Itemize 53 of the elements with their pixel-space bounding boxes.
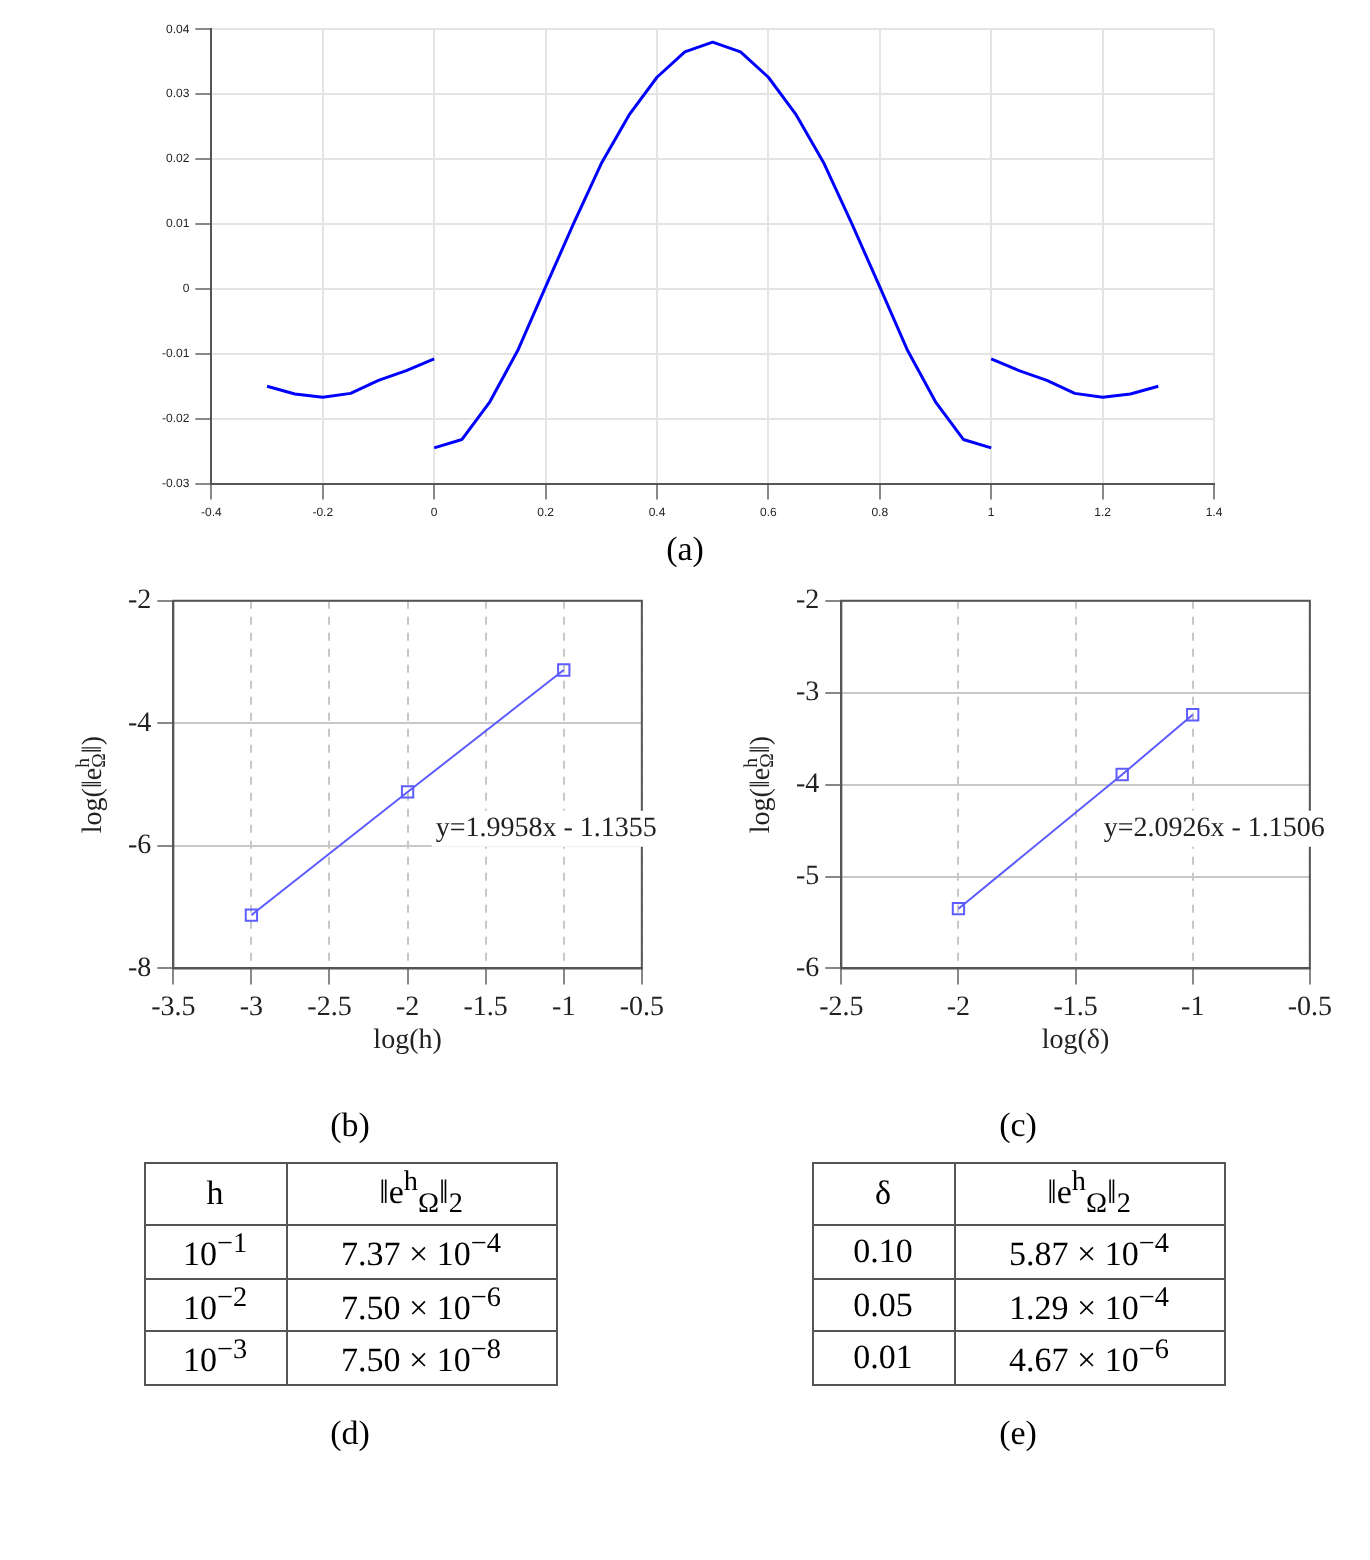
y-tick-label: -8 [127, 953, 152, 984]
x-tick-label: -0.5 [1287, 992, 1333, 1023]
point [1115, 767, 1129, 782]
text: (c) [997, 1106, 1039, 1146]
text: δ [812, 1163, 954, 1226]
x-tick-label: -2 [395, 992, 420, 1023]
y-tick-label: -4 [795, 769, 820, 800]
point [400, 785, 415, 799]
text: 10$^{−3}$ [144, 1331, 286, 1386]
text: ‖e$^{h}$$_{Ω}$‖$_{2}$ [954, 1163, 1224, 1226]
text: 10$^{−1}$ [144, 1225, 286, 1279]
point [951, 902, 966, 916]
text: 7.37 × 10$^{−4}$ [286, 1225, 556, 1279]
x-axis-title: log(δ) [1041, 1025, 1111, 1056]
text: ‖e$^{h}$$_{Ω}$‖$_{2}$ [286, 1163, 556, 1226]
text: (b) [328, 1106, 372, 1146]
y-axis-title: log(‖ehΩ‖) [740, 735, 780, 834]
text: (e) [997, 1414, 1039, 1455]
text: 0.05 [812, 1278, 954, 1332]
x-tick-label: -0.5 [619, 992, 665, 1023]
y-tick-label: -4 [127, 708, 152, 739]
x-tick-label: -1 [1181, 992, 1205, 1023]
x-tick-label: -2.5 [307, 992, 352, 1023]
text: h [144, 1163, 286, 1226]
text: (d) [328, 1414, 372, 1455]
annotation: y=1.9958x - 1.1355 [435, 814, 657, 845]
text: 7.50 × 10$^{−6}$ [286, 1278, 556, 1332]
x-axis-title: log(h) [373, 1025, 443, 1056]
y-tick-label: -5 [795, 861, 820, 892]
y-tick-label: -2 [795, 586, 820, 617]
annotation: y=2.0926x - 1.1506 [1103, 814, 1325, 845]
text: 0.10 [812, 1225, 954, 1279]
y-axis-title: log(‖ehΩ‖) [72, 735, 112, 834]
x-tick-label: -2 [946, 992, 971, 1023]
x-tick-label: -3 [239, 992, 264, 1023]
x-tick-label: -3.5 [151, 992, 196, 1023]
text: 1.29 × 10$^{−4}$ [954, 1278, 1224, 1332]
y-tick-label: -2 [127, 586, 152, 617]
text: 4.67 × 10$^{−6}$ [954, 1331, 1224, 1386]
text: (a) [664, 530, 706, 570]
x-tick-label: -1.5 [463, 992, 508, 1023]
point [1186, 708, 1200, 722]
x-tick-label: -1 [552, 992, 576, 1023]
text: 7.50 × 10$^{−8}$ [286, 1331, 556, 1386]
point [244, 908, 259, 922]
y-tick-label: -6 [795, 953, 820, 984]
y-tick-label: -6 [127, 831, 152, 862]
x-tick-label: -1.5 [1053, 992, 1098, 1023]
text: 5.87 × 10$^{−4}$ [954, 1225, 1224, 1279]
x-tick-label: -2.5 [819, 992, 864, 1023]
text: 10$^{−2}$ [144, 1278, 286, 1332]
y-tick-label: -3 [795, 678, 820, 709]
point [557, 663, 571, 677]
